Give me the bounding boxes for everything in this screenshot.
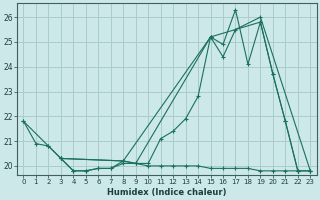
X-axis label: Humidex (Indice chaleur): Humidex (Indice chaleur) [107, 188, 227, 197]
